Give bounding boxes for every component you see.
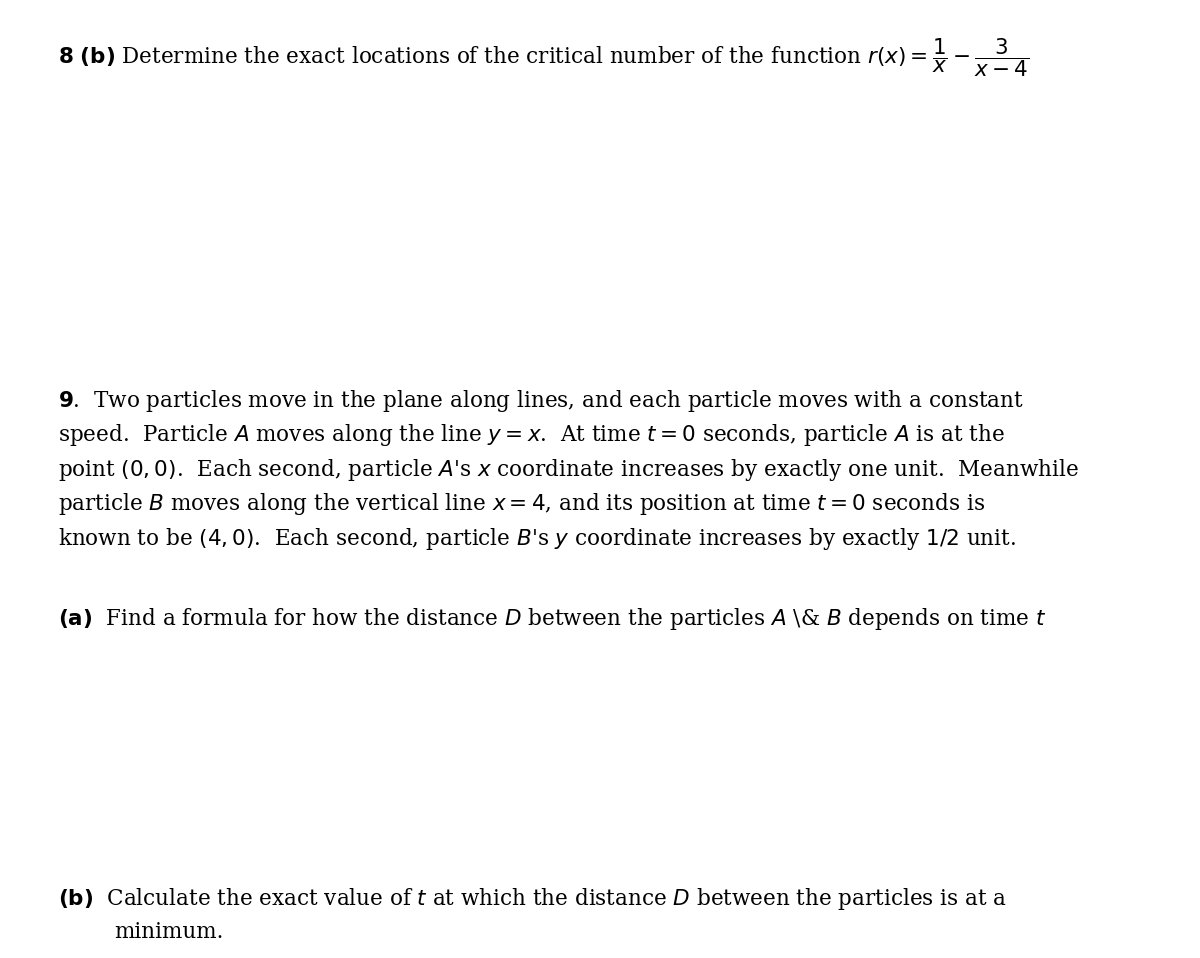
Text: speed.  Particle $A$ moves along the line $y = x$.  At time $t = 0$ seconds, par: speed. Particle $A$ moves along the line… — [58, 422, 1004, 448]
Text: particle $B$ moves along the vertical line $x = 4$, and its position at time $t : particle $B$ moves along the vertical li… — [58, 491, 985, 517]
Text: known to be $(4, 0)$.  Each second, particle $B$'s $y$ coordinate increases by e: known to be $(4, 0)$. Each second, parti… — [58, 526, 1015, 552]
Text: $\mathbf{9}$.  Two particles move in the plane along lines, and each particle mo: $\mathbf{9}$. Two particles move in the … — [58, 388, 1024, 414]
Text: $\mathbf{(b)}$  Calculate the exact value of $t$ at which the distance $D$ betwe: $\mathbf{(b)}$ Calculate the exact value… — [58, 886, 1007, 912]
Text: $\mathbf{(a)}$  Find a formula for how the distance $D$ between the particles $A: $\mathbf{(a)}$ Find a formula for how th… — [58, 606, 1046, 632]
Text: minimum.: minimum. — [114, 921, 223, 943]
Text: point $(0, 0)$.  Each second, particle $A$'s $x$ coordinate increases by exactly: point $(0, 0)$. Each second, particle $A… — [58, 457, 1079, 483]
Text: $\mathbf{8}$ $\mathbf{(b)}$ Determine the exact locations of the critical number: $\mathbf{8}$ $\mathbf{(b)}$ Determine th… — [58, 36, 1030, 80]
